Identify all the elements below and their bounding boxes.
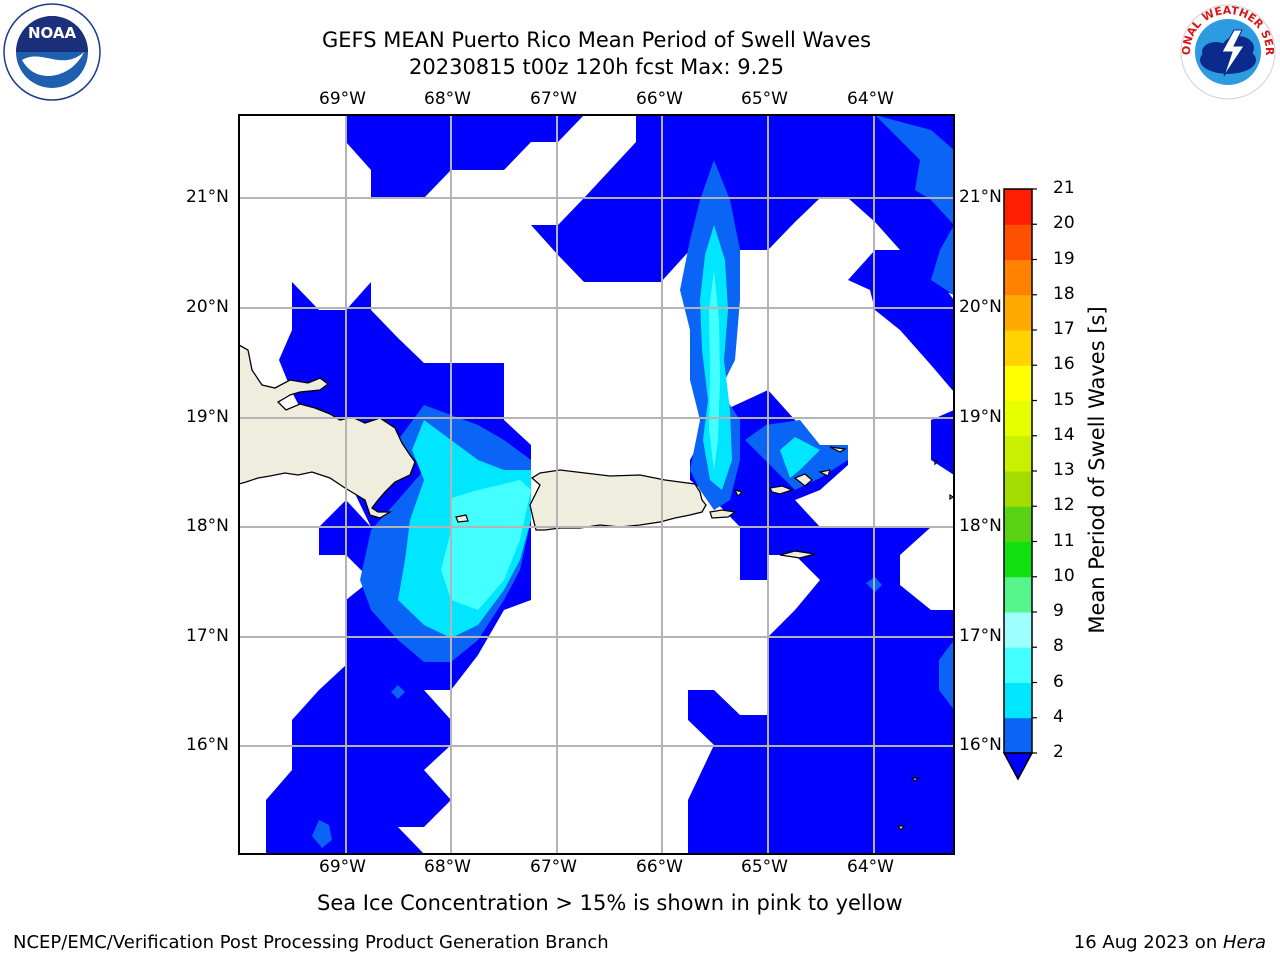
colorbar-tick-label: 6	[1053, 671, 1064, 692]
lat-label-18n-right: 18°N	[959, 516, 1002, 536]
colorbar-band	[1004, 717, 1032, 754]
colorbar-label: Mean Period of Swell Waves [s]	[1085, 306, 1109, 634]
colorbar-band	[1004, 189, 1032, 225]
lat-label-20n-left: 20°N	[186, 297, 229, 317]
lon-label-64w-top: 64°W	[847, 89, 894, 109]
colorbar-tick-label: 8	[1053, 636, 1064, 657]
colorbar-tick-label: 2	[1053, 742, 1064, 762]
lon-label-68w-bottom: 68°W	[424, 857, 471, 877]
lat-label-17n-right: 17°N	[959, 626, 1002, 646]
colorbar-band	[1004, 330, 1032, 366]
lon-label-64w-bottom: 64°W	[847, 857, 894, 877]
svg-text:NOAA: NOAA	[28, 24, 77, 42]
colorbar-tick-label: 10	[1053, 565, 1075, 586]
colorbar-band	[1004, 259, 1032, 296]
colorbar-tick-label: 20	[1053, 213, 1075, 234]
colorbar-band	[1004, 647, 1032, 683]
lat-label-16n-right: 16°N	[959, 735, 1002, 755]
graticule	[239, 115, 954, 854]
lat-label-18n-left: 18°N	[186, 516, 229, 536]
footer-date: 16 Aug 2023 on Hera	[1074, 932, 1266, 953]
noaa-logo: NOAA	[2, 2, 102, 102]
lat-label-21n-right: 21°N	[959, 187, 1002, 207]
colorbar-band	[1004, 224, 1032, 260]
colorbar-band	[1004, 541, 1032, 578]
small-islands	[455, 446, 954, 831]
colorbar-tick-label: 17	[1053, 319, 1075, 339]
colorbar-tick-label: 4	[1053, 706, 1064, 727]
footer-date-text: 16 Aug 2023 on	[1073, 932, 1223, 953]
colorbar-band	[1004, 365, 1032, 401]
colorbar-band	[1004, 471, 1032, 507]
colorbar-tick-label: 9	[1053, 601, 1064, 621]
colorbar-tick-label: 13	[1053, 460, 1075, 480]
lon-label-65w-bottom: 65°W	[741, 857, 788, 877]
colorbar-tick-label: 15	[1053, 389, 1075, 410]
lon-label-67w-top: 67°W	[530, 89, 577, 109]
map-subtitle: 20230815 t00z 120h fcst Max: 9.25	[409, 55, 784, 79]
lon-label-66w-top: 66°W	[636, 89, 683, 109]
colorbar-band	[1004, 400, 1032, 437]
lon-label-67w-bottom: 67°W	[530, 857, 577, 877]
lon-label-66w-bottom: 66°W	[636, 857, 683, 877]
colorbar-band	[1004, 294, 1032, 331]
nws-logo: NATIONAL WEATHER SERVICE	[1178, 2, 1278, 102]
colorbar-band	[1004, 506, 1032, 542]
swell-band-8-9	[441, 270, 720, 610]
footer-credit: NCEP/EMC/Verification Post Processing Pr…	[13, 932, 609, 953]
lat-label-21n-left: 21°N	[186, 187, 229, 207]
lat-label-16n-left: 16°N	[186, 735, 229, 755]
lon-label-68w-top: 68°W	[424, 89, 471, 109]
colorbar-tick-label: 21	[1053, 178, 1075, 198]
lat-label-19n-left: 19°N	[186, 407, 229, 427]
colorbar-band	[1004, 576, 1032, 613]
colorbar-tick-label: 12	[1053, 495, 1075, 516]
map-title: GEFS MEAN Puerto Rico Mean Period of Swe…	[321, 28, 872, 52]
colorbar-tick-label: 19	[1053, 248, 1075, 269]
colorbar-tick-label: 18	[1053, 283, 1075, 304]
lat-label-17n-left: 17°N	[186, 626, 229, 646]
lon-label-69w-top: 69°W	[319, 89, 366, 109]
colorbar-band	[1004, 682, 1032, 719]
colorbar-tick-label: 16	[1053, 354, 1075, 375]
lat-label-19n-right: 19°N	[959, 407, 1002, 427]
footer-machine: Hera	[1222, 932, 1266, 953]
colorbar-band	[1004, 612, 1032, 648]
hispaniola-land	[239, 344, 416, 519]
colorbar-tick-label: 14	[1053, 424, 1075, 445]
colorbar-band	[1004, 435, 1032, 472]
lat-label-20n-right: 20°N	[959, 297, 1002, 317]
colorbar-tick-label: 11	[1053, 530, 1075, 551]
colorbar	[995, 180, 1055, 790]
lon-label-65w-top: 65°W	[741, 89, 788, 109]
sea-ice-note: Sea Ice Concentration > 15% is shown in …	[317, 891, 903, 915]
lon-label-69w-bottom: 69°W	[319, 857, 366, 877]
